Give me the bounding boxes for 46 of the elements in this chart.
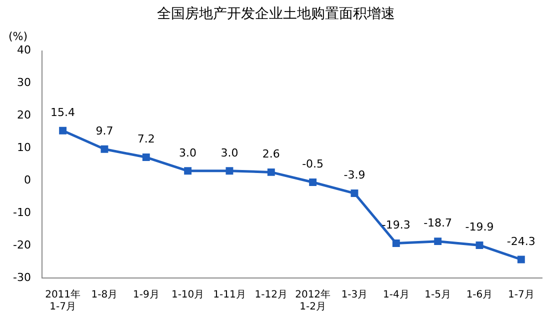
x-tick-label: 1-7月: [508, 290, 534, 301]
y-axis-title: (%): [8, 30, 28, 44]
y-tick-label: -10: [13, 206, 31, 219]
point: [59, 126, 67, 134]
y-tick-label: -20: [13, 238, 31, 252]
data-label: 2.6: [262, 148, 280, 161]
point: [184, 167, 192, 175]
point: [100, 145, 108, 153]
chart-title: 全国房地产开发企业土地购置面积增速: [157, 6, 395, 22]
y-tick-label: 20: [16, 108, 31, 122]
data-label: 3.0: [220, 146, 238, 160]
x-tick-label: 1-4月: [382, 290, 410, 301]
x-tick-label: 1-3月: [341, 290, 368, 301]
y-tick-label: 0: [24, 173, 31, 186]
point: [309, 178, 317, 186]
x-tick-label: 1-6月: [466, 290, 493, 301]
data-label: -19.9: [465, 220, 494, 234]
point: [434, 238, 442, 246]
data-label: 9.7: [96, 124, 114, 138]
y-tick-label: 10: [16, 141, 31, 154]
point: [267, 168, 275, 176]
x-tick-label: 2011年 1-7月: [45, 288, 81, 313]
data-label: 7.2: [137, 132, 155, 146]
point: [350, 190, 358, 198]
x-tick-label: 2012年 1-2月: [295, 288, 331, 313]
data-label: 3.0: [179, 146, 197, 160]
y-tick-label: 30: [16, 76, 31, 90]
data-label: -3.9: [344, 168, 366, 182]
point: [476, 241, 484, 249]
data-label: -0.5: [302, 158, 324, 171]
data-label: -18.7: [424, 216, 452, 230]
data-label: -19.3: [382, 218, 410, 232]
x-tick-label: 1-12月: [254, 290, 288, 301]
data-label: 15.4: [50, 106, 76, 120]
point: [392, 240, 400, 247]
x-tick-label: 1-11月: [213, 290, 246, 301]
point: [142, 154, 150, 161]
point: [517, 256, 525, 264]
x-tick-label: 1-8月: [91, 290, 118, 301]
y-tick-label: 40: [16, 44, 31, 57]
data-label: -24.3: [506, 234, 536, 248]
x-tick-label: 1-10月: [171, 290, 204, 301]
x-tick-label: 1-5月: [424, 290, 451, 301]
x-tick-label: 1-9月: [132, 290, 160, 301]
y-tick-label: -30: [13, 270, 31, 284]
point: [226, 167, 234, 175]
